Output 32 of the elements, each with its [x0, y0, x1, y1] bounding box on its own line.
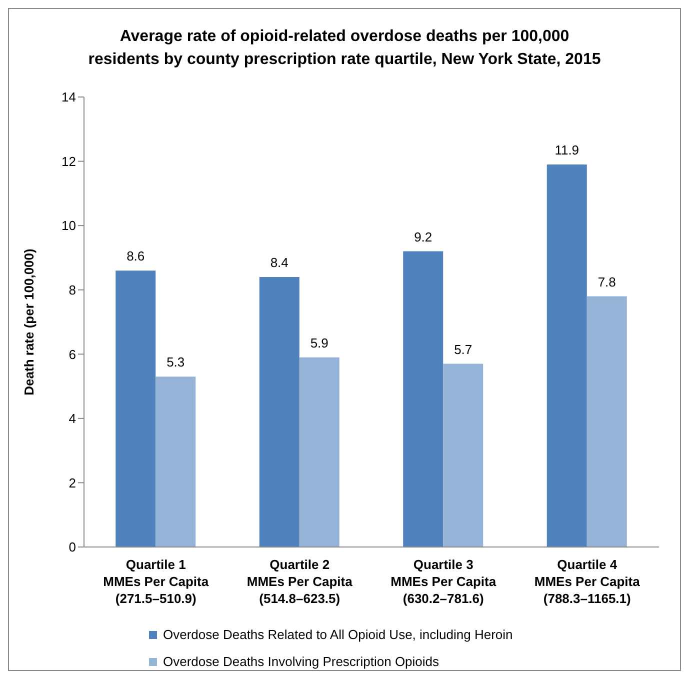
legend-label: Overdose Deaths Involving Prescription Opioids: [163, 654, 440, 669]
bar: [299, 357, 340, 547]
y-tick-label: 0: [68, 540, 76, 555]
bar: [403, 251, 444, 547]
data-label: 8.4: [270, 255, 288, 270]
chart-title: Average rate of opioid-related overdose deaths per 100,000 residents by county prescription rate quartile, New York State, 2015: [87, 27, 602, 70]
legend-label: Overdose Deaths Related to All Opioid Use, including Heroin: [163, 627, 513, 642]
x-tick-label: Quartile 3 MMEs Per Capita (630.2–781.6): [390, 557, 497, 606]
bar: [546, 164, 587, 547]
y-tick-label: 8: [68, 282, 76, 298]
data-label: 11.9: [554, 142, 580, 158]
data-label: 5.3: [166, 354, 185, 370]
data-label: 9.2: [414, 229, 432, 244]
bar: [443, 364, 484, 547]
x-tick-label: Quartile 4 MMEs Per Capita (788.3–1165.1): [534, 557, 641, 606]
bar: [156, 376, 196, 547]
y-tick-label: 4: [68, 411, 76, 426]
y-axis-title: Death rate (per 100,000): [22, 248, 37, 396]
y-tick-label: 12: [62, 154, 76, 169]
y-tick-label: 10: [62, 218, 76, 234]
data-label: 7.8: [598, 274, 616, 290]
x-tick-label: Quartile 1 MMEs Per Capita (271.5–510.9): [103, 557, 210, 606]
y-tick-label: 2: [68, 475, 76, 490]
data-label: 8.6: [126, 248, 145, 264]
data-label: 5.7: [454, 342, 472, 357]
bar: [586, 296, 627, 547]
y-tick-label: 6: [68, 346, 76, 362]
x-tick-label: Quartile 2 MMEs Per Capita (514.8–623.5): [246, 557, 354, 606]
bar: [116, 270, 156, 547]
y-tick-label: 14: [62, 90, 76, 105]
data-label: 5.9: [310, 335, 328, 350]
bar: [259, 277, 300, 547]
